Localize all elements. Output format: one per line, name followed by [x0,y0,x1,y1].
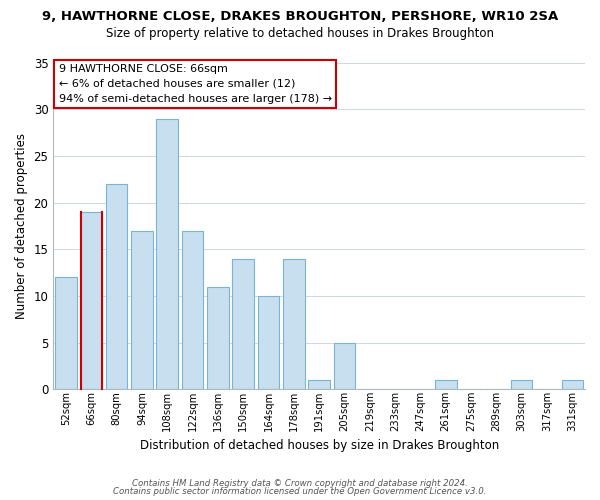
Text: Size of property relative to detached houses in Drakes Broughton: Size of property relative to detached ho… [106,28,494,40]
Text: 9 HAWTHORNE CLOSE: 66sqm
← 6% of detached houses are smaller (12)
94% of semi-de: 9 HAWTHORNE CLOSE: 66sqm ← 6% of detache… [59,64,332,104]
Bar [283,258,305,390]
Text: Contains HM Land Registry data © Crown copyright and database right 2024.: Contains HM Land Registry data © Crown c… [132,478,468,488]
Bar [131,230,152,390]
Bar [106,184,127,390]
X-axis label: Distribution of detached houses by size in Drakes Broughton: Distribution of detached houses by size … [140,440,499,452]
Bar [55,278,77,390]
Y-axis label: Number of detached properties: Number of detached properties [15,133,28,319]
Bar [232,258,254,390]
Bar [435,380,457,390]
Bar [182,230,203,390]
Bar [258,296,279,390]
Bar [562,380,583,390]
Text: 9, HAWTHORNE CLOSE, DRAKES BROUGHTON, PERSHORE, WR10 2SA: 9, HAWTHORNE CLOSE, DRAKES BROUGHTON, PE… [42,10,558,23]
Bar [511,380,532,390]
Bar [308,380,330,390]
Bar [80,212,102,390]
Bar [157,118,178,390]
Text: Contains public sector information licensed under the Open Government Licence v3: Contains public sector information licen… [113,487,487,496]
Bar [334,342,355,390]
Bar [207,286,229,390]
